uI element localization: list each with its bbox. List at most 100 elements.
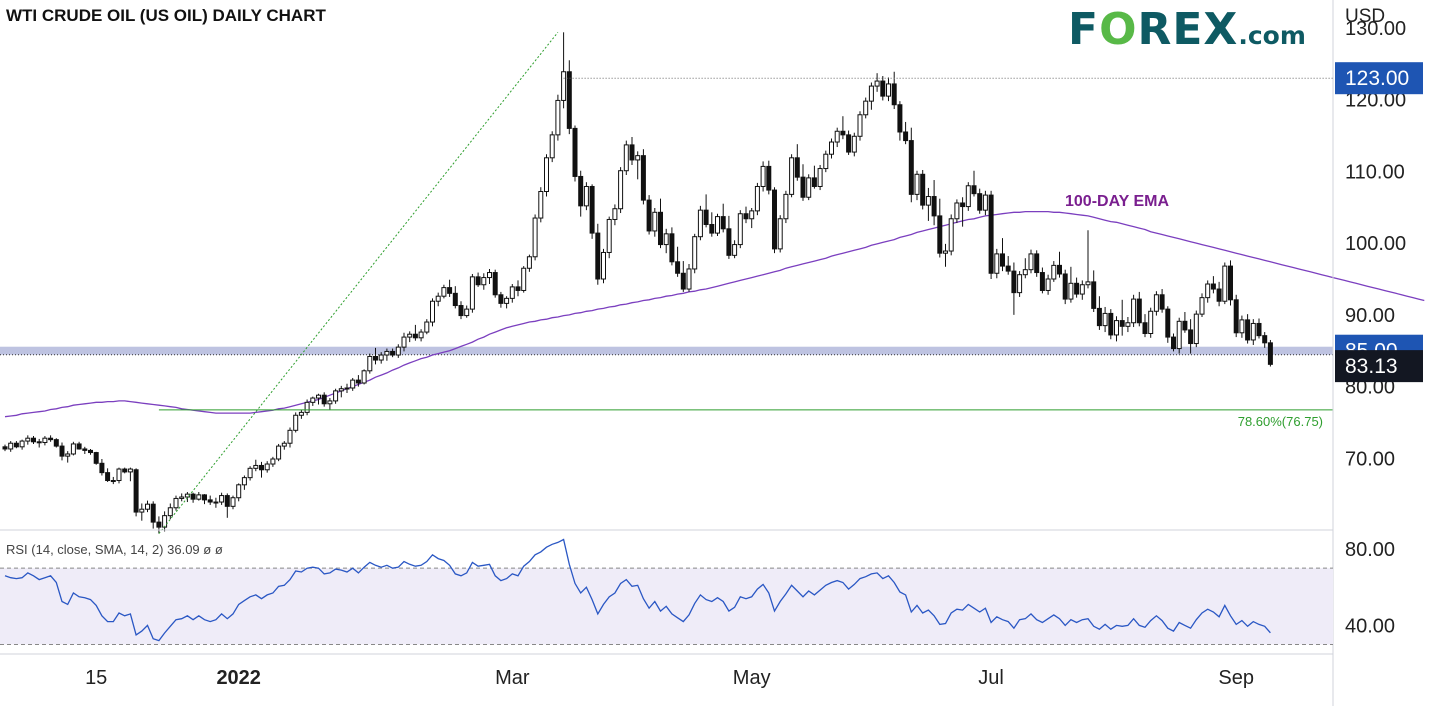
candle <box>179 496 185 499</box>
candle <box>156 521 162 528</box>
candle <box>903 131 909 142</box>
candle <box>498 294 504 304</box>
candle <box>886 83 891 97</box>
candle <box>549 134 555 159</box>
candle <box>110 480 116 483</box>
candle <box>401 336 407 348</box>
candle <box>526 256 532 269</box>
candle <box>920 173 926 206</box>
candle <box>469 276 475 310</box>
candle <box>1011 270 1017 294</box>
candle <box>418 331 424 339</box>
candle <box>145 503 150 510</box>
candle <box>293 414 299 431</box>
candle <box>373 355 378 361</box>
rsi-pane: 80.00 40.00 <box>0 538 1395 645</box>
candle <box>99 462 105 474</box>
currency-label: USD <box>1345 6 1386 27</box>
candle <box>925 196 931 206</box>
candle <box>566 71 572 129</box>
rsi-tick-label: 40.00 <box>1345 615 1395 637</box>
time-tick-label: 15 <box>85 667 107 689</box>
candle <box>361 370 367 384</box>
candle <box>310 397 316 403</box>
candle <box>59 445 65 457</box>
candle <box>1239 319 1245 334</box>
candle <box>646 199 652 232</box>
candle <box>914 173 920 195</box>
price-tag-label: 83.13 <box>1345 355 1398 378</box>
candle <box>116 468 122 482</box>
candle <box>800 176 806 198</box>
candle <box>737 213 743 246</box>
candle <box>264 463 270 471</box>
candle <box>1034 253 1040 274</box>
candle <box>8 442 14 450</box>
candle <box>515 286 521 291</box>
candle <box>789 157 795 195</box>
candle <box>378 354 384 361</box>
candle <box>703 209 709 225</box>
price-tag <box>1335 350 1423 383</box>
candle <box>760 165 766 187</box>
candle <box>829 141 834 155</box>
candle <box>447 287 453 294</box>
chart-title: WTI CRUDE OIL (US OIL) DAILY CHART <box>6 6 326 25</box>
candle <box>1091 281 1097 309</box>
candle <box>1039 272 1045 291</box>
candle <box>857 114 863 137</box>
candle <box>298 411 304 416</box>
rsi-line <box>4 538 1271 642</box>
candle <box>1182 320 1188 331</box>
candle <box>578 175 584 207</box>
candle <box>965 185 971 208</box>
candle <box>1125 322 1131 327</box>
candle <box>13 442 19 448</box>
candle <box>658 211 663 246</box>
candle <box>150 503 156 523</box>
candle <box>122 468 128 473</box>
candle <box>1096 307 1102 327</box>
candle <box>236 484 242 499</box>
candle <box>692 236 698 270</box>
candle <box>25 437 31 442</box>
candles-layer <box>2 32 1273 534</box>
candle <box>1017 274 1023 294</box>
candle <box>31 437 36 443</box>
candle <box>1188 329 1194 345</box>
candle <box>680 272 686 290</box>
candle <box>475 276 481 286</box>
rsi-legend: RSI (14, close, SMA, 14, 2) 36.09 ø ø <box>6 542 223 557</box>
candle <box>595 232 601 280</box>
candle <box>521 267 527 291</box>
candle <box>675 261 681 274</box>
candle <box>1142 322 1148 335</box>
candle <box>202 494 207 501</box>
price-tick-label: 100.00 <box>1345 233 1406 255</box>
candle <box>65 453 71 457</box>
candle <box>1068 282 1074 300</box>
candle <box>863 100 869 116</box>
candle <box>430 300 435 323</box>
candle <box>988 194 994 274</box>
candle <box>948 218 954 252</box>
candle <box>270 458 276 465</box>
time-tick-label: Sep <box>1218 667 1254 689</box>
candle <box>105 472 111 482</box>
candle <box>640 155 646 201</box>
time-tick-label: 2022 <box>216 667 261 689</box>
candle <box>241 477 247 486</box>
time-tick-label: Mar <box>495 667 530 689</box>
candle <box>943 250 948 254</box>
candle <box>583 185 589 207</box>
candle <box>93 452 99 464</box>
candle <box>1171 336 1176 350</box>
candle <box>732 244 738 256</box>
candle <box>133 469 139 513</box>
candle <box>224 495 230 507</box>
candle <box>1262 335 1268 344</box>
candle <box>994 253 1000 274</box>
candle <box>355 379 361 384</box>
candle <box>1102 312 1108 327</box>
candle <box>726 228 732 256</box>
